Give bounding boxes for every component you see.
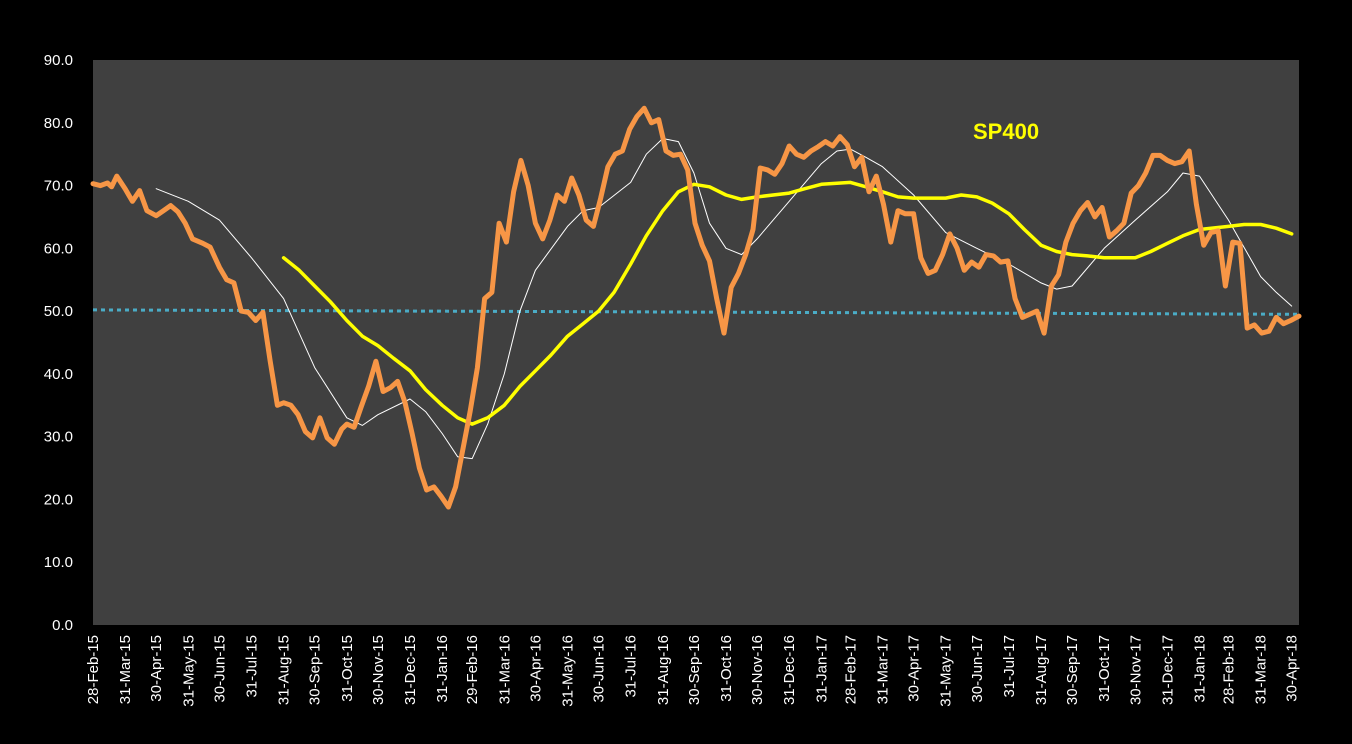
x-tick-label: 30-Sep-16 xyxy=(686,635,703,705)
y-tick-label: 20.0 xyxy=(44,491,73,508)
y-tick-label: 70.0 xyxy=(44,178,73,195)
plot-area xyxy=(93,60,1299,625)
x-tick-label: 30-Apr-15 xyxy=(148,635,165,702)
x-tick-label: 31-Oct-16 xyxy=(718,635,735,702)
x-tick-label: 31-Mar-15 xyxy=(117,635,134,704)
x-tick-label: 31-Oct-15 xyxy=(339,635,356,702)
x-tick-label: 31-Dec-16 xyxy=(781,635,798,705)
y-tick-label: 30.0 xyxy=(44,429,73,446)
x-tick-label: 30-Jun-17 xyxy=(969,635,986,703)
x-tick-label: 28-Feb-17 xyxy=(842,635,859,704)
y-tick-label: 90.0 xyxy=(44,52,73,69)
x-tick-label: 31-May-16 xyxy=(560,635,577,707)
x-tick-label: 30-Nov-15 xyxy=(370,635,387,705)
x-tick-label: 28-Feb-18 xyxy=(1221,635,1238,704)
x-tick-label: 31-Mar-18 xyxy=(1253,635,1270,704)
x-tick-label: 31-Mar-17 xyxy=(875,635,892,704)
x-tick-label: 31-Jul-16 xyxy=(623,635,640,698)
x-tick-label: 30-Apr-18 xyxy=(1284,635,1301,702)
x-tick-label: 31-Dec-17 xyxy=(1159,635,1176,705)
x-tick-label: 31-Aug-16 xyxy=(655,635,672,705)
x-tick-label: 31-Dec-15 xyxy=(402,635,419,705)
x-tick-label: 31-May-15 xyxy=(180,635,197,707)
x-tick-label: 30-Nov-17 xyxy=(1127,635,1144,705)
y-axis: 0.0 10.0 20.0 30.0 40.0 50.0 60.0 70.0 80.0 90.0 xyxy=(44,52,73,634)
x-axis: 28-Feb-15 31-Mar-15 30-Apr-15 31-May-15 30-J… xyxy=(85,635,1301,707)
x-tick-label: 31-Jan-16 xyxy=(434,635,451,703)
y-tick-label: 40.0 xyxy=(44,366,73,383)
series-layer xyxy=(90,105,1302,510)
x-tick-label: 31-Jul-17 xyxy=(1001,635,1018,698)
y-tick-label: 80.0 xyxy=(44,115,73,132)
series-line-reference xyxy=(92,308,1300,316)
x-tick-label: 28-Feb-15 xyxy=(85,635,102,704)
x-tick-label: 29-Feb-16 xyxy=(464,635,481,704)
x-tick-label: 30-Jun-16 xyxy=(591,635,608,703)
x-tick-label: 30-Nov-16 xyxy=(749,635,766,705)
x-tick-label: 31-Jan-18 xyxy=(1192,635,1209,703)
y-tick-label: 60.0 xyxy=(44,240,73,257)
x-tick-label: 31-Aug-17 xyxy=(1033,635,1050,705)
x-tick-label: 31-Jan-17 xyxy=(813,635,830,703)
series-line-weekly xyxy=(90,105,1302,510)
x-tick-label: 31-Aug-15 xyxy=(276,635,293,705)
x-tick-label: 30-Apr-16 xyxy=(527,635,544,702)
series-line-long-ma xyxy=(281,180,1294,426)
x-tick-label: 31-Mar-16 xyxy=(496,635,513,704)
x-tick-label: 30-Jun-15 xyxy=(211,635,228,703)
x-tick-label: 30-Sep-17 xyxy=(1064,635,1081,705)
series-line-short-ma xyxy=(155,138,1293,460)
x-tick-label: 31-May-17 xyxy=(938,635,955,707)
y-tick-label: 0.0 xyxy=(52,617,73,634)
x-tick-label: 31-Jul-15 xyxy=(244,635,261,698)
x-tick-label: 30-Apr-17 xyxy=(906,635,923,702)
y-tick-label: 10.0 xyxy=(44,554,73,571)
chart-annotation: SP400 xyxy=(973,119,1039,144)
y-tick-label: 50.0 xyxy=(44,303,73,320)
x-tick-label: 30-Sep-15 xyxy=(307,635,324,705)
x-tick-label: 31-Oct-17 xyxy=(1096,635,1113,702)
